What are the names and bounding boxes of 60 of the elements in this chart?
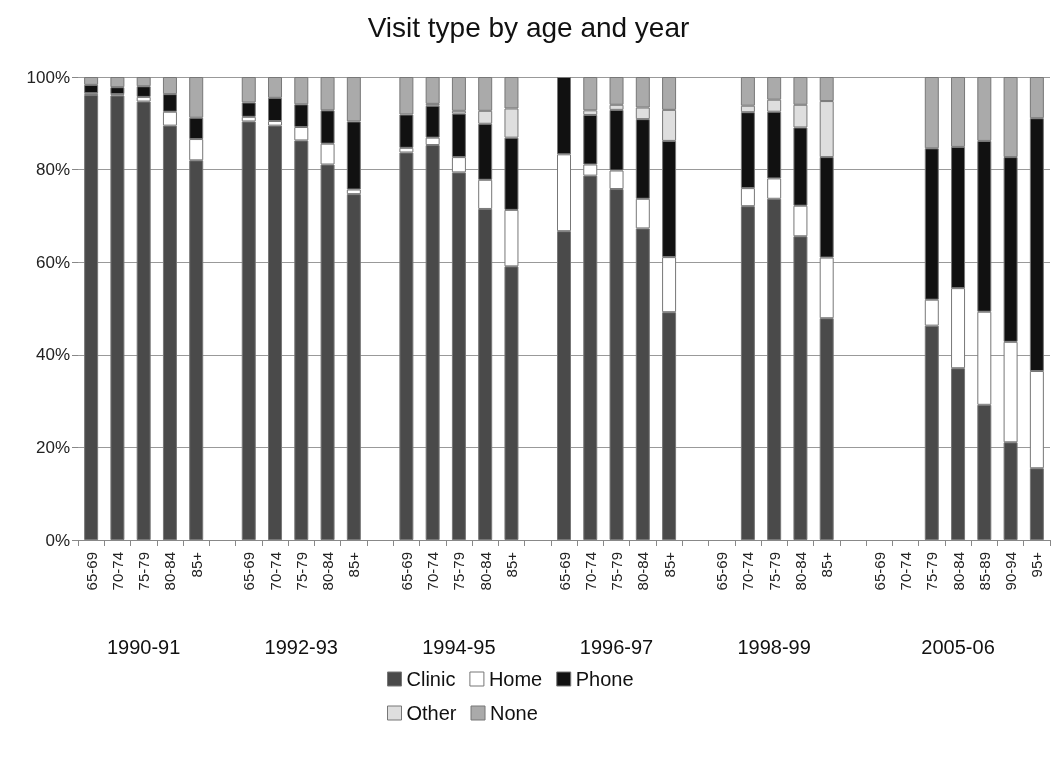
text: 1990-91 xyxy=(106,636,181,658)
x-tick-label: 70-74 xyxy=(108,552,126,591)
x-tick-label: 75-79 xyxy=(608,552,626,591)
x-tick-label: 75-79 xyxy=(923,552,941,591)
legend-label: Clinic xyxy=(406,668,456,690)
x-tick-label: 80-84 xyxy=(949,552,967,591)
x-tick-label: 75-79 xyxy=(765,552,783,591)
x-tick-label: 70-74 xyxy=(424,552,442,591)
x-tick-label: 65-69 xyxy=(713,552,731,591)
x-tick-label: 70-74 xyxy=(266,552,284,591)
bar xyxy=(268,125,283,540)
x-tick-label: 65-69 xyxy=(870,552,888,591)
bar xyxy=(425,77,440,104)
x-tick-label: 95+ xyxy=(1028,551,1046,578)
x-tick-label: 85+ xyxy=(818,551,836,578)
legend-label: Other xyxy=(406,702,457,724)
bar xyxy=(399,152,414,540)
x-tick-label: 75-79 xyxy=(292,552,310,591)
y-tick-label: 20% xyxy=(35,437,70,457)
bar xyxy=(110,95,125,540)
x-tick-label: 80-84 xyxy=(791,552,809,591)
x-tick-label: 85+ xyxy=(660,551,678,578)
bar xyxy=(136,101,151,540)
legend-label: None xyxy=(490,702,538,724)
text: 1994-95 xyxy=(422,636,496,658)
legend-label: Home xyxy=(488,668,543,690)
x-tick-label: 75-79 xyxy=(450,552,468,591)
x-tick-label: 65-69 xyxy=(82,552,100,591)
y-tick-label: 80% xyxy=(35,160,70,180)
x-tick-label: 80-84 xyxy=(634,552,652,591)
x-tick-label: 85+ xyxy=(187,551,205,578)
x-tick-label: 85-89 xyxy=(975,552,993,591)
chart-title: Visit type by age and year xyxy=(367,11,690,43)
x-tick-label: 65-69 xyxy=(240,552,258,591)
y-tick-label: 60% xyxy=(35,252,70,272)
bar xyxy=(451,77,466,111)
y-tick-label: 40% xyxy=(35,345,70,365)
x-tick-label: 65-69 xyxy=(555,552,573,591)
x-tick-label: 80-84 xyxy=(319,552,337,591)
x-tick-label: 80-84 xyxy=(161,552,179,591)
bar xyxy=(346,194,361,540)
x-tick-label: 80-84 xyxy=(476,552,494,591)
x-tick-label: 75-79 xyxy=(135,552,153,591)
bar xyxy=(84,95,99,540)
bar xyxy=(241,121,256,540)
x-tick-label: 70-74 xyxy=(897,552,915,591)
text: 1996-97 xyxy=(579,636,654,658)
x-tick-label: 70-74 xyxy=(739,552,757,591)
y-tick-label: 100% xyxy=(26,67,70,87)
x-tick-label: 70-74 xyxy=(581,552,599,591)
y-tick-label: 0% xyxy=(45,530,70,550)
text: 1998-99 xyxy=(737,636,811,658)
x-tick-label: 85+ xyxy=(345,551,363,578)
legend-label: Phone xyxy=(575,668,634,690)
x-tick-label: 85+ xyxy=(502,551,520,578)
text: 2005-06 xyxy=(921,636,995,658)
bar xyxy=(583,77,598,111)
text: 1992-93 xyxy=(264,636,338,658)
x-tick-label: 90-94 xyxy=(1002,552,1020,591)
x-tick-label: 65-69 xyxy=(397,552,415,591)
